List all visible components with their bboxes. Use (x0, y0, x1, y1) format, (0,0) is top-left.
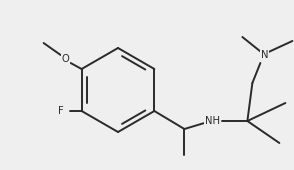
Text: F: F (58, 106, 64, 116)
Text: NH: NH (205, 116, 220, 126)
Text: O: O (62, 54, 69, 64)
Text: N: N (260, 50, 268, 60)
